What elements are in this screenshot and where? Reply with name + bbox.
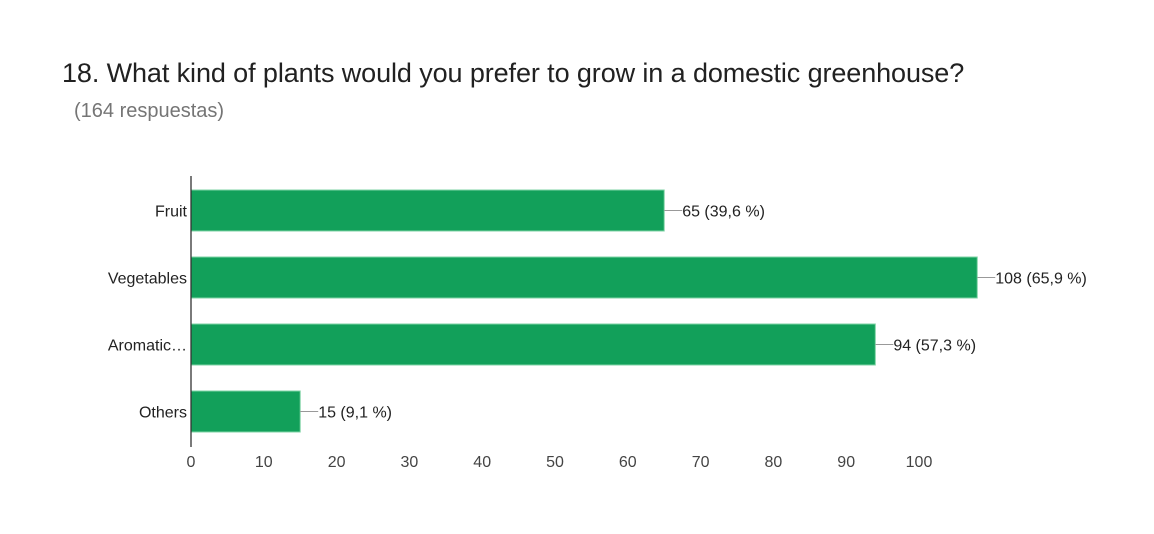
bar-others (190, 390, 301, 433)
bar-fruit (190, 189, 665, 232)
x-tick-label: 100 (906, 454, 933, 471)
category-label: Others (139, 405, 187, 422)
data-label: 94 (57,3 %) (893, 338, 976, 355)
x-tick-label: 60 (619, 454, 637, 471)
x-tick-label: 0 (187, 454, 196, 471)
x-tick-label: 80 (765, 454, 783, 471)
bar-aromatic (190, 323, 876, 366)
x-tick-label: 20 (328, 454, 346, 471)
x-tick-label: 40 (473, 454, 491, 471)
data-labels: 65 (39,6 %) 108 (65,9 %) 94 (57,3 %) 15 (9,… (300, 204, 1087, 422)
chart-title: 18. What kind of plants would you prefer… (62, 58, 965, 88)
x-tick-label: 90 (837, 454, 855, 471)
bars-layer (190, 189, 978, 433)
category-label: Aromatic… (108, 338, 187, 355)
x-tick-label: 50 (546, 454, 564, 471)
category-label: Vegetables (108, 271, 187, 288)
category-labels: Fruit Vegetables Aromatic… Others (108, 204, 188, 422)
x-axis-ticks: 0 10 20 30 40 50 60 70 80 90 100 (187, 454, 933, 471)
response-count: (164 respuestas) (74, 100, 225, 122)
x-tick-label: 30 (401, 454, 419, 471)
data-label: 108 (65,9 %) (995, 271, 1087, 288)
x-tick-label: 70 (692, 454, 710, 471)
x-tick-label: 10 (255, 454, 273, 471)
bar-vegetables (190, 256, 978, 299)
category-label: Fruit (155, 204, 188, 221)
data-label: 15 (9,1 %) (318, 405, 392, 422)
data-label: 65 (39,6 %) (682, 204, 765, 221)
